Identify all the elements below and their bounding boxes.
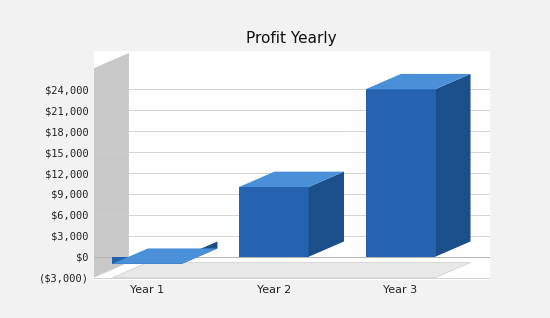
Polygon shape	[366, 74, 470, 89]
Polygon shape	[309, 172, 344, 257]
Polygon shape	[113, 262, 470, 278]
Polygon shape	[435, 74, 470, 257]
Polygon shape	[113, 257, 182, 264]
Polygon shape	[182, 241, 217, 264]
Polygon shape	[94, 53, 129, 278]
Title: Profit Yearly: Profit Yearly	[246, 31, 337, 45]
Polygon shape	[239, 187, 309, 257]
Polygon shape	[366, 89, 435, 257]
Polygon shape	[239, 172, 344, 187]
Polygon shape	[113, 248, 217, 264]
